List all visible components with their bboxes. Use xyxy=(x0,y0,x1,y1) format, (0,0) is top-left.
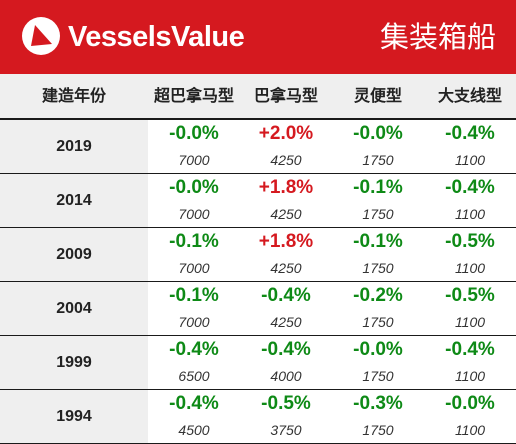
percent-change: -0.4% xyxy=(445,339,495,360)
vessel-value: 4250 xyxy=(270,206,302,222)
value-cell: -0.5% 1100 xyxy=(424,282,516,335)
value-cell: -0.4% 1100 xyxy=(424,336,516,389)
value-cell: -0.4% 1100 xyxy=(424,174,516,227)
value-cell: -0.1% 1750 xyxy=(332,174,424,227)
percent-change: +1.8% xyxy=(258,231,314,252)
value-cell: -0.4% 1100 xyxy=(424,120,516,173)
value-cell: -0.5% 3750 xyxy=(240,390,332,443)
percent-change: -0.1% xyxy=(353,231,403,252)
table-header: 建造年份 超巴拿马型 巴拿马型 灵便型 大支线型 xyxy=(0,74,516,120)
build-year-cell: 2009 xyxy=(0,228,148,281)
column-header-handy: 灵便型 xyxy=(353,86,402,105)
vessel-value: 4250 xyxy=(270,152,302,168)
vessel-value: 1100 xyxy=(454,368,486,384)
vessel-value: 1750 xyxy=(362,314,394,330)
table-row: 2014 -0.0% 7000 +1.8% 4250 -0.1% 1750 -0.4% 1100 xyxy=(0,174,516,228)
percent-change: -0.3% xyxy=(353,393,403,414)
vessel-value: 1750 xyxy=(362,368,394,384)
vessel-value: 7000 xyxy=(178,152,210,168)
column-header-panamax: 巴拿马型 xyxy=(253,86,318,105)
page-title: 集装箱船 xyxy=(379,20,496,54)
value-cell: -0.4% 4250 xyxy=(240,282,332,335)
vessel-value: 1750 xyxy=(362,206,394,222)
value-cell: -0.0% 1750 xyxy=(332,336,424,389)
build-year-cell: 1994 xyxy=(0,390,148,443)
value-cell: -0.0% 1750 xyxy=(332,120,424,173)
column-header-post-panamax: 超巴拿马型 xyxy=(153,86,234,105)
build-year-cell: 1999 xyxy=(0,336,148,389)
value-cell: -0.1% 7000 xyxy=(148,282,240,335)
value-cell: -0.0% 7000 xyxy=(148,120,240,173)
percent-change: -0.4% xyxy=(169,339,219,360)
header-bar: VesselsValue 集装箱船 xyxy=(0,0,516,74)
vessel-value: 7000 xyxy=(178,260,210,276)
percent-change: -0.0% xyxy=(169,123,219,144)
build-year-cell: 2019 xyxy=(0,120,148,173)
percent-change: -0.2% xyxy=(353,285,403,306)
value-cell: -0.4% 6500 xyxy=(148,336,240,389)
vessel-value: 1750 xyxy=(362,260,394,276)
build-year-cell: 2004 xyxy=(0,282,148,335)
percent-change: -0.1% xyxy=(169,285,219,306)
vessel-value: 4500 xyxy=(178,422,210,438)
vessel-value: 1100 xyxy=(454,260,486,276)
value-cell: -0.1% 7000 xyxy=(148,228,240,281)
percent-change: +2.0% xyxy=(258,123,314,144)
vessel-value: 4250 xyxy=(270,260,302,276)
table-row: 2009 -0.1% 7000 +1.8% 4250 -0.1% 1750 -0.5% 1100 xyxy=(0,228,516,282)
table-row: 2004 -0.1% 7000 -0.4% 4250 -0.2% 1750 -0.5% 1100 xyxy=(0,282,516,336)
column-header-feedermax: 大支线型 xyxy=(437,86,502,105)
percent-change: +1.8% xyxy=(258,177,314,198)
vessel-value: 1750 xyxy=(362,422,394,438)
value-cell: -0.4% 4000 xyxy=(240,336,332,389)
vessel-value: 7000 xyxy=(178,206,210,222)
table-row: 1999 -0.4% 6500 -0.4% 4000 -0.0% 1750 -0.4% 1100 xyxy=(0,336,516,390)
column-header-build-year: 建造年份 xyxy=(41,86,106,105)
vessel-value: 3750 xyxy=(270,422,302,438)
percent-change: -0.0% xyxy=(445,393,495,414)
vessel-value: 1100 xyxy=(454,206,486,222)
vessel-value: 4000 xyxy=(270,368,302,384)
value-cell: -0.3% 1750 xyxy=(332,390,424,443)
percent-change: -0.0% xyxy=(169,177,219,198)
value-cell: -0.5% 1100 xyxy=(424,228,516,281)
percent-change: -0.1% xyxy=(169,231,219,252)
percent-change: -0.4% xyxy=(445,123,495,144)
vessel-value: 1750 xyxy=(362,152,394,168)
vessel-value: 4250 xyxy=(270,314,302,330)
percent-change: -0.5% xyxy=(445,231,495,252)
percent-change: -0.4% xyxy=(445,177,495,198)
value-cell: -0.0% 7000 xyxy=(148,174,240,227)
brand-name: VesselsValue xyxy=(68,21,245,53)
build-year-cell: 2014 xyxy=(0,174,148,227)
percent-change: -0.5% xyxy=(445,285,495,306)
value-cell: -0.1% 1750 xyxy=(332,228,424,281)
value-cell: +1.8% 4250 xyxy=(240,228,332,281)
percent-change: -0.5% xyxy=(261,393,311,414)
vessel-value: 1100 xyxy=(454,314,486,330)
value-cell: +1.8% 4250 xyxy=(240,174,332,227)
vessel-value: 6500 xyxy=(178,368,210,384)
vessel-value: 1100 xyxy=(454,422,486,438)
triangle-arrow-logo-icon xyxy=(22,17,60,55)
value-cell: -0.0% 1100 xyxy=(424,390,516,443)
value-cell: +2.0% 4250 xyxy=(240,120,332,173)
table-row: 2019 -0.0% 7000 +2.0% 4250 -0.0% 1750 -0.4% 1100 xyxy=(0,120,516,174)
vessel-value: 1100 xyxy=(454,152,486,168)
table-body: 2019 -0.0% 7000 +2.0% 4250 -0.0% 1750 -0.4% 1100… xyxy=(0,120,516,444)
percent-change: -0.1% xyxy=(353,177,403,198)
percent-change: -0.4% xyxy=(169,393,219,414)
percent-change: -0.4% xyxy=(261,339,311,360)
percent-change: -0.0% xyxy=(353,123,403,144)
percent-change: -0.4% xyxy=(261,285,311,306)
vessel-value: 7000 xyxy=(178,314,210,330)
value-cell: -0.4% 4500 xyxy=(148,390,240,443)
percent-change: -0.0% xyxy=(353,339,403,360)
value-cell: -0.2% 1750 xyxy=(332,282,424,335)
table-row: 1994 -0.4% 4500 -0.5% 3750 -0.3% 1750 -0.0% 1100 xyxy=(0,390,516,444)
